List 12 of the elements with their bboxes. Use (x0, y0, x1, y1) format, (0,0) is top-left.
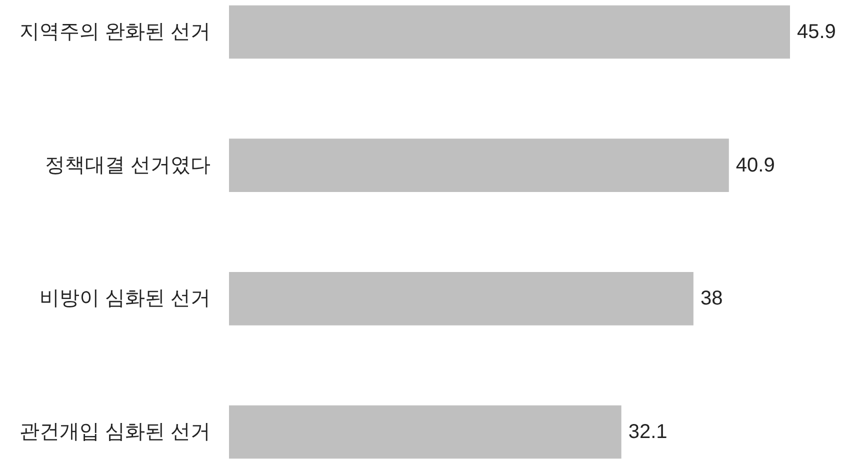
bar (229, 138, 729, 192)
data-label: 38 (700, 288, 723, 310)
y-tick-label: 관건개입 심화된 선거 (19, 421, 210, 443)
data-label: 40.9 (736, 154, 775, 176)
data-label: 32.1 (628, 421, 668, 443)
y-tick-label: 비방이 심화된 선거 (39, 288, 210, 310)
bar (229, 5, 790, 59)
data-label: 45.9 (797, 21, 836, 43)
bar (229, 405, 622, 459)
y-tick-label: 정책대결 선거였다 (44, 154, 210, 176)
y-tick-label: 지역주의 완화된 선거 (19, 21, 210, 43)
bar (229, 272, 694, 326)
